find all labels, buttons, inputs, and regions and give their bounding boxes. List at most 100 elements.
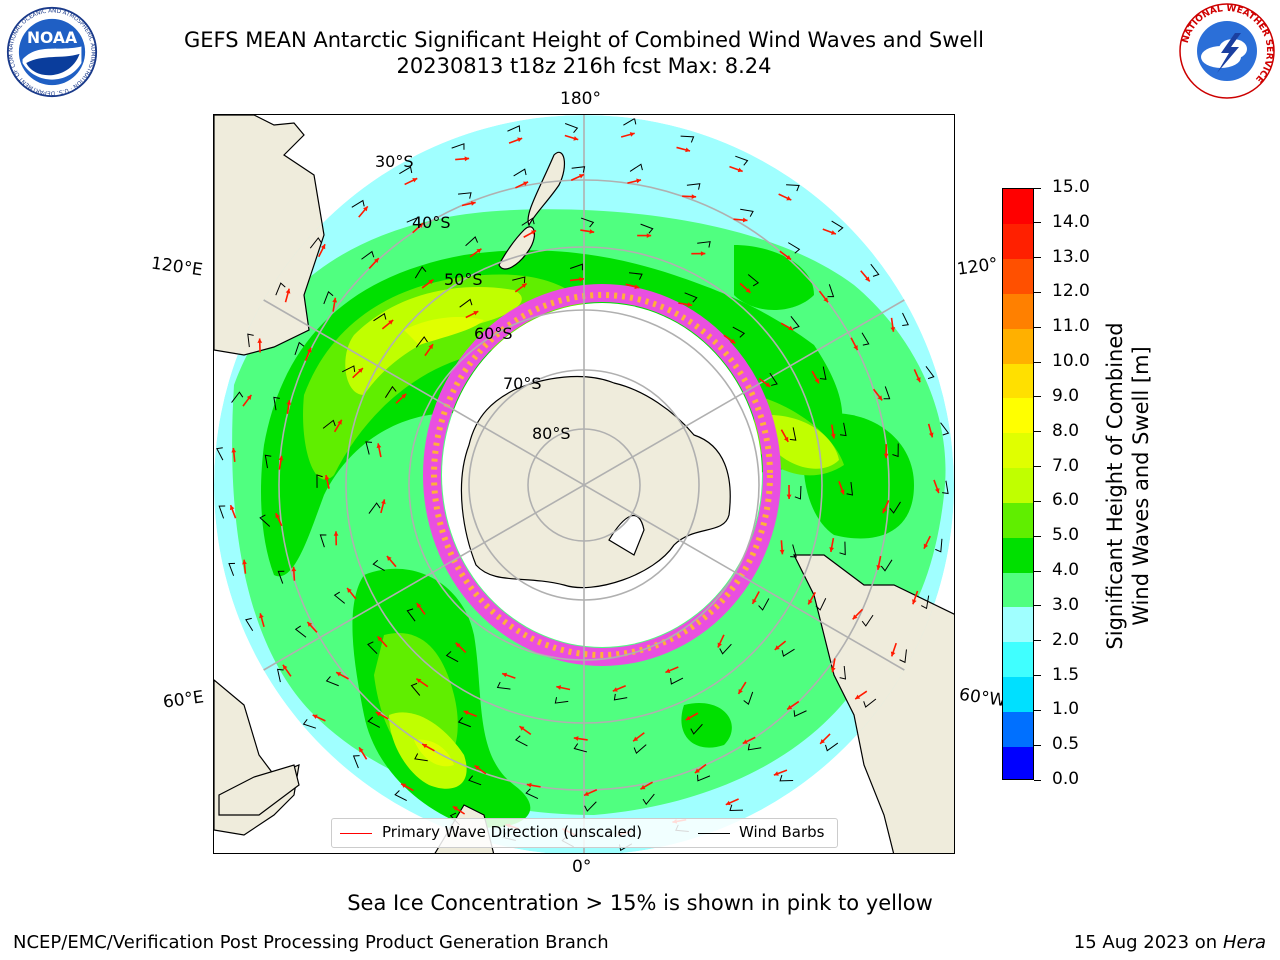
wind-barb [406,608,416,622]
wind-barb [629,163,643,172]
wind-barb [623,117,637,126]
wave-arrow-head [935,488,940,494]
wind-barb [496,681,511,690]
wave-arrow-head [401,393,407,399]
wave-arrow-head [765,382,771,387]
wave-arrow-head [742,217,748,223]
colorbar-tick-label: 4.0 [1052,560,1080,581]
wave-arrow-head [717,642,722,648]
wind-barb [584,801,597,812]
wind-barb [743,691,754,706]
wind-barb [629,272,643,280]
wave-arrow-head [521,283,527,289]
colorbar-tick [1034,222,1041,224]
wind-barb [697,774,711,782]
wave-arrow-head [531,230,537,235]
wave-arrow-head [923,543,929,549]
wave-arrow-head [282,664,288,670]
wind-barb [839,422,847,437]
wave-arrow-head [452,806,458,811]
footer-date-text: 15 Aug 2023 on [1073,932,1218,953]
wind-barb [468,775,482,786]
colorbar-segment [1003,363,1033,399]
colorbar-segment [1003,711,1033,747]
footer-date: 15 Aug 2023 on Hera [1074,932,1266,953]
wave-arrow-head [291,566,297,572]
colorbar-tick-label: 6.0 [1052,490,1080,511]
wave-arrow-head [388,319,394,325]
colorbar-tick [1034,605,1041,607]
wave-arrow-head [773,771,779,776]
colorbar-segment [1003,641,1033,678]
colorbar-segment [1003,467,1033,503]
wave-arrow-head [788,325,794,331]
wave-arrow-head [336,672,342,677]
noaa-logo-text: NOAA [27,28,78,47]
colorbar-segment [1003,397,1033,434]
colorbar-tick-label: 10.0 [1052,351,1090,372]
lat-label-80s: 80°S [532,424,571,443]
wave-arrow-head [381,499,386,505]
colorbar-segment [1003,432,1033,469]
wave-arrow-head [376,443,382,449]
wave-arrow-head [786,494,792,499]
colorbar-tick-label: 14.0 [1052,211,1090,232]
wind-barb [414,753,428,762]
wave-arrow-head [578,174,584,179]
wind-barb [758,598,770,611]
wind-barb [787,242,801,254]
wave-arrow-head [730,338,736,344]
wind-barb [569,263,583,271]
wave-arrow-head [685,715,691,720]
wind-barb [451,143,465,150]
wave-arrow-head [474,765,480,770]
wind-barb [697,241,711,248]
colorbar-tick-label: 5.0 [1052,525,1080,546]
wave-arrow-head [422,744,428,749]
wave-arrow-head [463,710,469,715]
wave-arrow-head [745,288,751,293]
colorbar-tick-label: 2.0 [1052,629,1080,650]
wind-barb [415,336,428,348]
colorbar-tick-label: 15.0 [1052,177,1090,197]
wave-arrow-head [738,688,743,694]
wave-arrow-head [742,739,748,744]
wind-barb [686,183,701,190]
wave-arrow-head [307,622,313,627]
wind-barb [372,559,385,571]
colorbar-tick [1034,431,1041,433]
wave-arrow-head [779,549,785,555]
wave-arrow-head [455,642,461,648]
wind-barb [781,648,795,657]
wave-arrow-head [640,784,646,790]
wave-arrow-head [246,394,252,400]
wave-arrow-head [636,178,642,184]
wave-arrow-head [332,297,338,303]
wind-barb [827,284,835,298]
wind-barb [352,755,360,769]
wave-arrow-head [259,613,264,619]
wave-arrow-head [285,288,291,294]
wind-barb [790,315,800,329]
wind-barb [839,541,846,556]
wave-arrow-head [882,508,887,514]
colorbar-segment [1003,676,1033,712]
wind-barb [789,427,797,441]
wave-arrow-head [786,255,792,260]
wind-barb [507,125,521,132]
colorbar-tick-label: 8.0 [1052,420,1080,441]
wave-arrow-head [464,156,470,162]
wind-barb [465,236,479,247]
wind-barb [247,333,254,348]
wave-arrow-head [428,279,434,285]
wind-barb [351,199,365,208]
wind-barb [825,742,839,752]
wave-arrow-head [814,378,819,384]
colorbar [1002,188,1034,780]
wind-barb [794,485,802,500]
wind-barb [264,454,272,469]
wave-arrow-head [324,475,330,480]
wave-arrow-head [890,327,896,332]
wave-arrow-head [377,636,383,642]
wave-arrow-head [416,603,422,609]
